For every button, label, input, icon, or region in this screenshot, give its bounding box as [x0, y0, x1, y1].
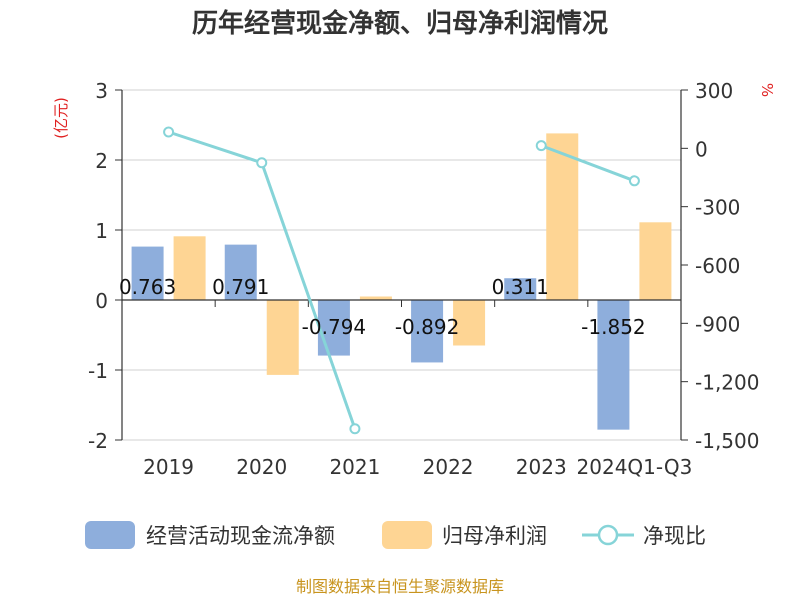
axes: [115, 89, 688, 441]
bar-value-label: -0.892: [395, 315, 459, 339]
legend: 经营活动现金流净额 归母净利润 净现比: [85, 521, 706, 549]
left-tick-label: -2: [88, 429, 108, 453]
bar-cashflow: [131, 246, 164, 300]
bar-value-label: 0.763: [119, 275, 176, 299]
right-tick-label: 0: [695, 137, 708, 161]
bar-value-label: 0.791: [212, 275, 269, 299]
legend-marker-ratio: [597, 524, 619, 546]
bar-net-profit: [453, 300, 486, 346]
x-tick-label: 2020: [236, 455, 287, 479]
bar-value-label: 0.311: [492, 275, 549, 299]
legend-swatch-net-profit: [382, 521, 432, 549]
left-tick-label: 3: [95, 79, 108, 103]
bar-net-profit: [359, 296, 392, 300]
right-tick-label: 300: [695, 79, 733, 103]
source-note: 制图数据来自恒生聚源数据库: [296, 577, 504, 596]
bars: [131, 133, 672, 430]
bar-cashflow: [597, 300, 630, 430]
ratio-point: [256, 157, 268, 169]
bar-cashflow: [411, 300, 444, 363]
bar-cashflow: [317, 300, 350, 356]
x-tick-label: 2019: [143, 455, 194, 479]
bar-net-profit: [173, 236, 206, 300]
bar-value-label: -1.852: [581, 315, 645, 339]
gridlines: [122, 89, 681, 441]
x-tick-label: 2023: [516, 455, 567, 479]
ratio-point: [628, 175, 640, 187]
right-axis-unit: %: [758, 83, 776, 97]
legend-label-cashflow: 经营活动现金流净额: [146, 524, 335, 548]
legend-swatch-cashflow: [85, 521, 135, 549]
x-tick-label: 2024Q1-Q3: [577, 455, 693, 479]
chart-title: 历年经营现金净额、归母净利润情况: [192, 8, 608, 39]
ratio-point: [349, 423, 361, 435]
left-tick-label: -1: [88, 359, 108, 383]
bar-value-label: -0.794: [302, 315, 366, 339]
left-axis-unit: (亿元): [52, 97, 70, 139]
right-tick-label: -1,200: [695, 371, 759, 395]
bar-net-profit: [266, 300, 299, 375]
left-tick-label: 2: [95, 149, 108, 173]
x-tick-label: 2022: [423, 455, 474, 479]
left-tick-label: 0: [95, 289, 108, 313]
left-tick-label: 1: [95, 219, 108, 243]
ratio-line: [163, 126, 640, 435]
bar-net-profit: [639, 222, 672, 300]
right-tick-label: -1,500: [695, 429, 759, 453]
bar-cashflow: [224, 244, 257, 300]
tick-labels: 3 2 1 0 -1 -2 300 0 -300 -600 -900 -1,200 -1,500 2019…: [88, 79, 759, 479]
ratio-point: [163, 126, 175, 138]
right-tick-label: -900: [695, 312, 740, 336]
bar-cashflow: [504, 278, 537, 300]
data-labels: 0.763 0.791 -0.794 -0.892 0.311 -1.852: [119, 275, 646, 339]
legend-label-ratio: 净现比: [643, 524, 706, 548]
ratio-point: [535, 140, 547, 152]
ratio-line-segment: [540, 144, 635, 183]
bar-net-profit: [546, 133, 579, 300]
right-tick-label: -600: [695, 254, 740, 278]
right-tick-label: -300: [695, 196, 740, 220]
legend-label-net-profit: 归母净利润: [442, 524, 547, 548]
x-tick-label: 2021: [329, 455, 380, 479]
